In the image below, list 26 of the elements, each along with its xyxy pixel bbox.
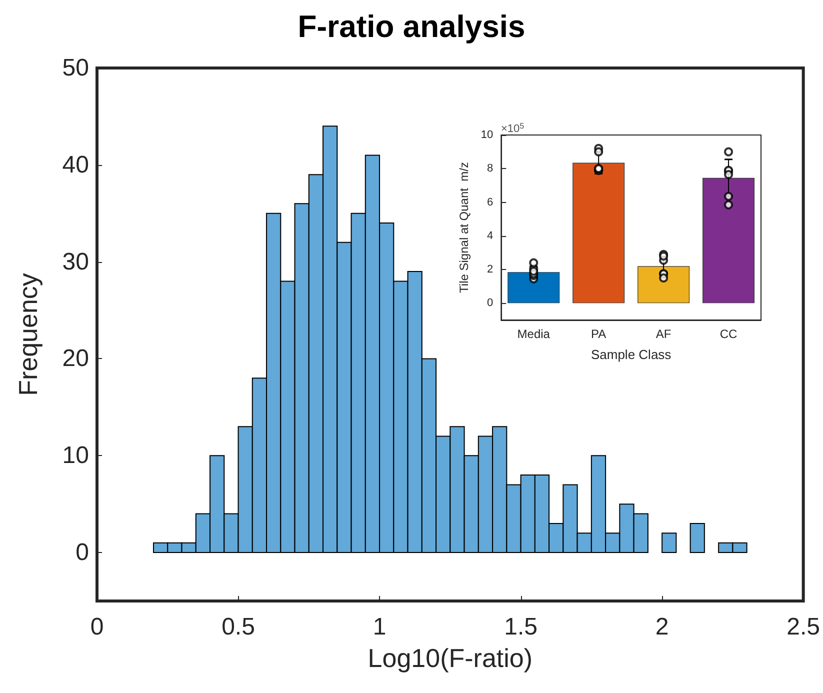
x-tick-label: 0.5 xyxy=(222,614,255,640)
x-axis-title: Log10(F-ratio) xyxy=(368,643,533,673)
x-tick-label: Media xyxy=(517,327,550,341)
y-tick-label: 6 xyxy=(487,196,494,208)
y-tick-label: 10 xyxy=(62,442,89,470)
chart-title: F-ratio analysis xyxy=(298,9,526,44)
x-tick-label: AF xyxy=(656,327,672,341)
y-tick-label: 2 xyxy=(487,264,494,276)
x-tick-label: CC xyxy=(720,327,738,341)
y-tick-label: 30 xyxy=(62,248,89,276)
y-tick-label: 4 xyxy=(487,230,494,242)
y-tick-label: 0 xyxy=(487,297,494,310)
y-axis-title: Tile Signal at Quant m/z xyxy=(457,162,471,293)
y-tick-label: 50 xyxy=(62,54,89,82)
x-tick-label: 2.5 xyxy=(786,614,820,640)
y-tick-label: 8 xyxy=(487,162,494,175)
y-tick-label: 0 xyxy=(76,539,89,566)
y-axis-title: Frequency xyxy=(13,273,43,396)
x-tick-label: 1.5 xyxy=(504,614,538,640)
y-tick-label: 10 xyxy=(480,129,494,141)
y-tick-label: 40 xyxy=(62,151,89,178)
x-tick-label: 2 xyxy=(655,614,669,640)
x-axis-title: Sample Class xyxy=(590,347,672,362)
x-tick-label: 1 xyxy=(372,614,386,640)
y-tick-label: 20 xyxy=(62,345,89,372)
x-tick-label: PA xyxy=(591,327,606,341)
